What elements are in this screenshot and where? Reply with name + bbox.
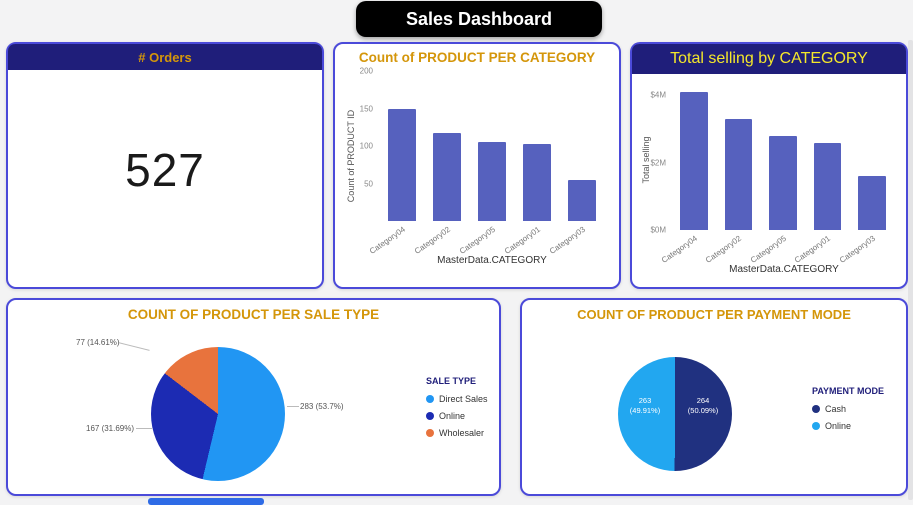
plot-wrap: Category04 Category02 Category05 Category01… [660,82,894,265]
legend-color-dot [426,395,434,403]
bar-slot [379,71,424,221]
bar-slot [672,82,716,230]
pie-label-direct-sales: 283 (53.7%) [300,402,344,411]
pie-label-online: 167 (31.69%) [86,424,135,433]
legend-item-direct-sales[interactable]: Direct Sales [426,394,488,404]
bar-category03[interactable] [858,176,886,230]
sale-type-legend: SALE TYPE Direct Sales Online Wholesaler [426,376,488,445]
plot-area [379,71,605,221]
y-axis: $4M $2M $0M [642,82,672,235]
legend-color-dot [812,422,820,430]
orders-card-header: # Orders [8,44,322,70]
bar-category02[interactable] [432,132,461,221]
orders-count-value: 527 [125,144,205,196]
x-tick-label: Category03 [548,224,588,256]
plot-wrap: Category04 Category02 Category05 Category01… [367,71,605,256]
y-tick-label: 150 [359,104,373,113]
y-tick-label: $0M [650,225,666,235]
legend-color-dot [426,429,434,437]
bar-category04[interactable] [387,108,416,221]
category-count-title: Count of PRODUCT PER CATEGORY [358,50,596,65]
scrollbar-vertical[interactable] [908,40,913,500]
bar-slot [469,71,514,221]
y-tick-label: $2M [650,158,666,168]
x-axis-title: MasterData.CATEGORY [729,264,839,275]
plot-area [672,82,894,230]
pie-label-online: 263 (49.91%) [629,396,661,415]
orders-card: # Orders 527 [6,42,324,289]
bar-category05[interactable] [769,135,797,230]
x-axis-labels: Category04 Category02 Category05 Category01… [367,221,605,256]
legend-item-label: Cash [825,404,847,414]
bar-slot [850,82,894,230]
leader-line [136,428,152,429]
legend-item-label: Direct Sales [439,394,488,404]
total-selling-title: Total selling by CATEGORY [632,44,906,74]
x-axis-labels: Category04 Category02 Category05 Category01… [660,230,894,265]
y-axis: 200 150 100 50 [349,67,379,221]
y-tick-label: $4M [650,90,666,100]
bar-category05[interactable] [478,142,507,221]
legend-item-wholesaler[interactable]: Wholesaler [426,428,488,438]
bar-category03[interactable] [568,179,597,221]
legend-color-dot [812,405,820,413]
bar-slot [424,71,469,221]
legend-title: PAYMENT MODE [812,386,885,396]
legend-item-label: Online [439,411,466,421]
bar-category01[interactable] [523,143,552,221]
y-tick-label: 50 [364,179,373,188]
bar-slot [761,82,805,230]
bar-slot [716,82,760,230]
payment-mode-card: COUNT OF PRODUCT PER PAYMENT MODE 264 (5… [520,298,908,496]
bar-slot [515,71,560,221]
sale-type-title: COUNT OF PRODUCT PER SALE TYPE [127,307,380,322]
total-selling-card: Total selling by CATEGORY Total selling … [630,42,908,289]
y-tick-label: 100 [359,141,373,151]
pie-chart-sale-type[interactable] [151,347,285,481]
legend-item-online[interactable]: Online [812,421,884,431]
bar-category02[interactable] [724,119,753,230]
bar-category01[interactable] [813,142,842,230]
bar-slot [560,71,605,221]
bar-chart-total-selling: $4M $2M $0M Category04 Category02 Category05… [642,82,894,265]
legend-color-dot [426,412,434,420]
pie-label-wholesaler: 77 (14.61%) [76,338,120,347]
x-axis-title: MasterData.CATEGORY [437,255,547,266]
legend-item-online[interactable]: Online [426,411,488,421]
bar-slot [805,82,849,230]
pie-label-cash: 264 (50.09%) [687,396,719,415]
sale-type-card: COUNT OF PRODUCT PER SALE TYPE 283 (53.7… [6,298,501,496]
x-tick-label: Category03 [837,233,877,265]
legend-item-cash[interactable]: Cash [812,404,884,414]
category-count-card: Count of PRODUCT PER CATEGORY Count of P… [333,42,621,289]
page-scroll-indicator[interactable] [148,498,264,505]
y-tick-label: 200 [359,66,373,76]
pie-chart-payment-mode[interactable] [618,357,732,471]
payment-mode-title: COUNT OF PRODUCT PER PAYMENT MODE [577,307,851,322]
dashboard-title: Sales Dashboard [356,1,602,37]
bar-category04[interactable] [680,92,708,230]
leader-line [118,342,150,351]
payment-mode-legend: PAYMENT MODE Cash Online [812,386,884,438]
legend-item-label: Wholesaler [439,428,485,438]
legend-item-label: Online [825,421,852,431]
bar-chart-product-per-category: 200 150 100 50 Category04 Category02 Category… [349,67,605,256]
leader-line [287,406,299,407]
legend-title: SALE TYPE [426,376,477,386]
